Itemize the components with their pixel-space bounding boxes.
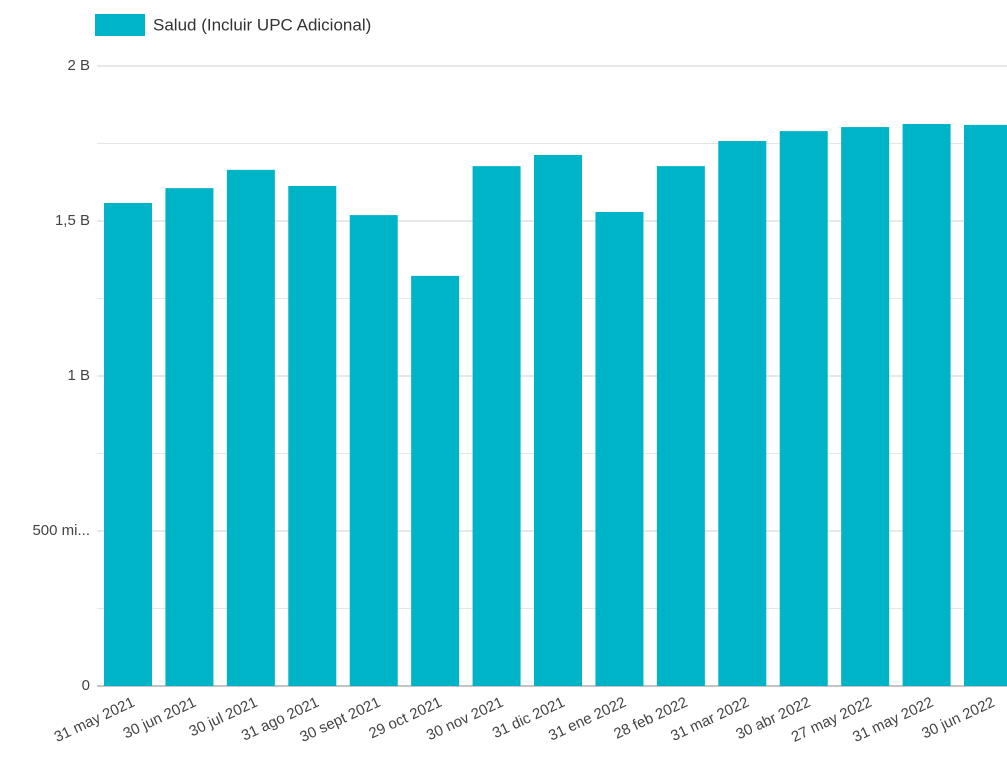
bar: [656, 166, 705, 686]
bar: [472, 166, 521, 686]
bar: [165, 188, 214, 686]
bar: [349, 215, 398, 687]
bar: [841, 127, 890, 686]
bar: [595, 212, 644, 686]
legend-label: Salud (Incluir UPC Adicional): [153, 15, 371, 34]
y-tick-label: 0: [82, 677, 90, 694]
bar: [902, 123, 951, 687]
bar: [411, 275, 460, 686]
bar: [104, 203, 152, 686]
bar: [779, 131, 828, 687]
bar: [534, 154, 583, 687]
bar: [226, 169, 275, 687]
y-tick-label: 1,5 B: [55, 212, 90, 229]
bar: [718, 141, 767, 686]
bar: [964, 124, 1007, 686]
y-tick-label: 500 mi...: [32, 522, 90, 539]
x-tick-label: 31 may 2021: [52, 694, 138, 746]
legend-swatch: [95, 14, 145, 36]
bar: [288, 185, 337, 686]
y-tick-label: 1 B: [67, 367, 90, 384]
y-tick-label: 2 B: [67, 57, 90, 74]
